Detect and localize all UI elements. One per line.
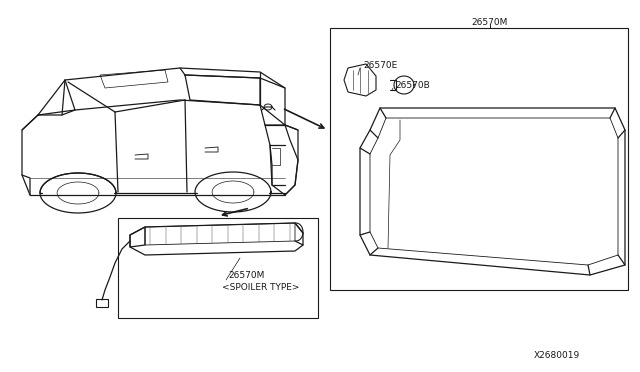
Bar	[330, 28, 628, 290]
Text: <SPOILER TYPE>: <SPOILER TYPE>	[222, 283, 300, 292]
Text: 26570M: 26570M	[228, 272, 264, 280]
Text: 26570M: 26570M	[472, 18, 508, 27]
Text: 26570E: 26570E	[363, 61, 397, 70]
Text: X2680019: X2680019	[534, 350, 580, 359]
Text: 26570B: 26570B	[395, 80, 429, 90]
Bar	[118, 218, 318, 318]
